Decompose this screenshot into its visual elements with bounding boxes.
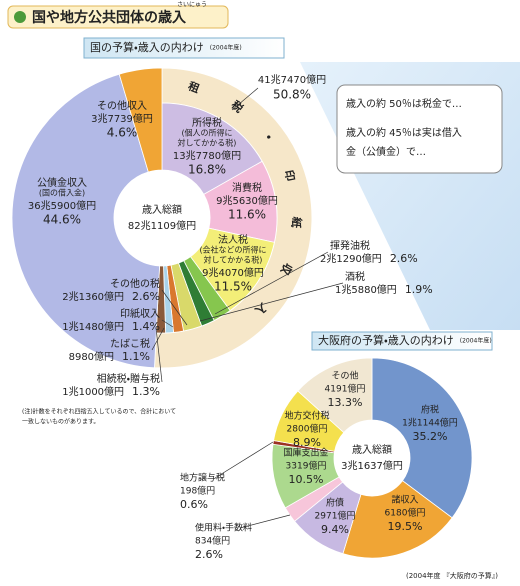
chart-title-box (311, 331, 493, 351)
segment-amount: 36兆5900億円 (28, 199, 96, 212)
segment-percent: 0.6% (180, 498, 208, 511)
segment-percent: 1.1% (122, 350, 150, 363)
leader-line (214, 251, 329, 315)
donut-hole (334, 420, 410, 496)
segment-percent: 1.9% (405, 283, 433, 296)
segment-amount: 834億円 (195, 535, 230, 547)
leader-line (161, 289, 188, 326)
segment-name: たばこ税 (110, 337, 150, 350)
segment-percent: 16.8% (188, 163, 226, 177)
center-label: 歳入総額 (142, 203, 182, 216)
leader-line (239, 514, 291, 529)
leader-line (161, 319, 174, 328)
segment-name: 所得税 (192, 116, 222, 129)
segment-name: その他収入 (97, 99, 147, 112)
chart-subtitle: (2004年度) (210, 44, 242, 52)
segment-name: 酒税 (345, 270, 365, 283)
title-ruby: さいにゅう (177, 2, 207, 9)
chart-source: (2004年度 『大阪府の予算』) (406, 571, 498, 580)
leader-line (214, 441, 274, 479)
segment-amount: 13兆7780億円 (173, 149, 241, 162)
segment-note: 対してかかる税) (204, 255, 263, 265)
segment-percent: 19.5% (388, 520, 423, 533)
segment-amount: 1兆1480億円 (62, 320, 124, 333)
segment-note: (会社などの所得に (199, 245, 266, 255)
segment-name: その他 (331, 370, 358, 382)
segment-percent: 9.4% (321, 523, 349, 536)
segment-note: (個人の所得に (181, 128, 232, 138)
segment-amount: 8980億円 (69, 350, 114, 363)
page-title: 国や地方公共団体の歳入 (32, 9, 186, 26)
segment-amount: 9兆5630億円 (216, 194, 278, 207)
segment-amount: 6180億円 (385, 507, 426, 519)
chart-title: 国の予算・歳入の内わけ (90, 40, 204, 54)
segment-percent: 8.9% (293, 436, 321, 449)
footnote: 一致しないものがあります。 (22, 418, 99, 426)
segment-name: 消費税 (232, 181, 262, 194)
segment-name: その他の税 (110, 277, 160, 290)
segment-percent: 4.6% (107, 126, 138, 140)
segment-amount: 2兆1360億円 (62, 290, 124, 303)
footnote: (注)計数をそれぞれ四捨五入しているので、合計において (22, 408, 176, 416)
center-label: 歳入総額 (352, 443, 392, 456)
segment-amount: 1兆1000億円 (62, 385, 124, 398)
segment-percent: 44.6% (43, 213, 81, 227)
segment-name: 印紙収入 (120, 307, 160, 320)
ring-amount: 41兆7470億円 (258, 73, 326, 86)
segment-amount: 1兆1144億円 (402, 417, 458, 429)
segment-percent: 2.6% (390, 252, 418, 265)
segment-percent: 2.6% (195, 548, 223, 561)
segment-amount: 2971億円 (315, 510, 356, 522)
segment-name: 府税 (421, 404, 439, 416)
segment-percent: 11.6% (228, 208, 266, 222)
leader-line (155, 327, 163, 383)
segment-percent: 35.2% (413, 430, 448, 443)
segment-name: 地方譲与税 (180, 472, 225, 484)
leader-line (231, 87, 259, 111)
segment-note: (国の借入金) (39, 188, 85, 198)
segment-name: 地方交付税 (284, 410, 329, 422)
segment-amount: 2800億円 (287, 423, 328, 435)
segment-amount: 3兆7739億円 (91, 112, 153, 125)
segment-percent: 11.5% (214, 280, 252, 294)
chart-title-box (83, 37, 285, 59)
title-box (7, 5, 229, 29)
segment-amount: 198億円 (180, 485, 215, 497)
segment-name: 国庫支出金 (283, 447, 328, 459)
callout-line: 歳入の約 45％は実は借入 (346, 126, 462, 139)
segment-amount: 2兆1290億円 (320, 252, 382, 265)
segment-amount: 1兆5880億円 (335, 283, 397, 296)
center-total: 3兆1637億円 (341, 459, 403, 472)
segment-amount: 4191億円 (325, 383, 366, 395)
segment-percent: 10.5% (289, 473, 324, 486)
segment-percent: 13.3% (328, 396, 363, 409)
leader-line (151, 327, 165, 351)
segment-percent: 1.3% (132, 385, 160, 398)
segment-percent: 2.6% (132, 290, 160, 303)
segment-amount: 9兆4070億円 (202, 266, 264, 279)
callout-box (336, 84, 503, 174)
donut-segment (297, 357, 373, 434)
title-bullet (14, 11, 26, 23)
segment-note: 対してかかる税) (178, 138, 237, 148)
segment-name: 使用料・手数料 (195, 522, 252, 534)
segment-name: 府債 (326, 497, 344, 509)
chart-title: 大阪府の予算・歳入の内わけ (318, 333, 454, 347)
donut-hole (114, 170, 210, 266)
segment-name: 揮発油税 (330, 239, 370, 252)
segment-name: 諸収入 (391, 494, 418, 506)
segment-percent: 1.4% (132, 320, 160, 333)
donut-segment (11, 73, 161, 369)
callout-line: 歳入の約 50％は税金で… (346, 97, 462, 110)
segment-name: 相続税・贈与税 (97, 372, 160, 385)
callout-line: 金（公債金）で… (346, 145, 426, 158)
leader-line (199, 282, 344, 322)
chart-subtitle: (2004年度) (460, 337, 492, 345)
ring-percent: 50.8% (273, 88, 311, 102)
segment-name: 法人税 (218, 233, 248, 246)
center-total: 82兆1109億円 (128, 219, 196, 232)
segment-amount: 3319億円 (286, 460, 327, 472)
segment-name: 公債金収入 (37, 176, 87, 189)
